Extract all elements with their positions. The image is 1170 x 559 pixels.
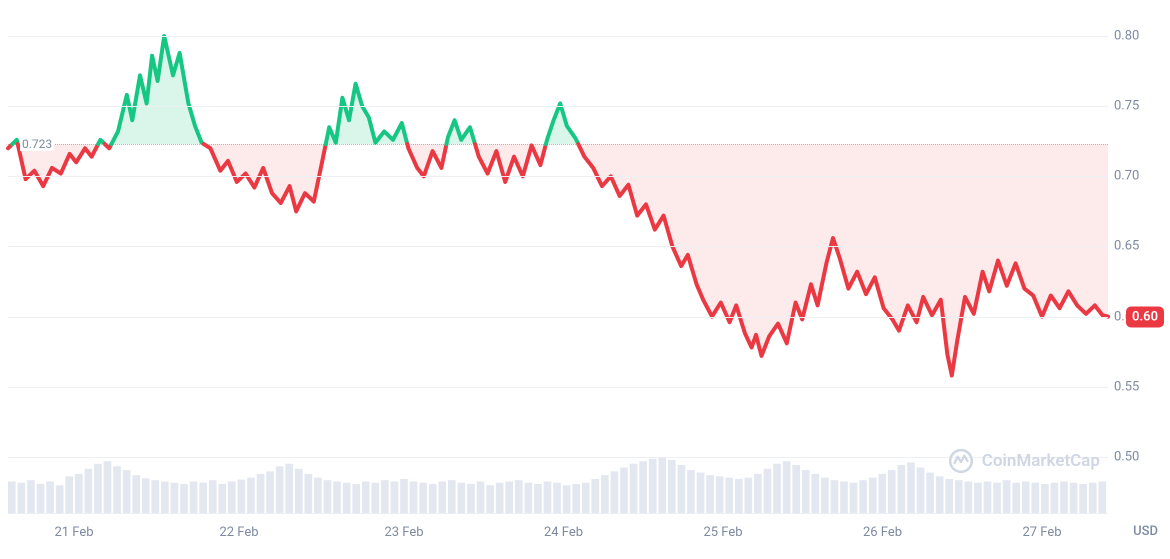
y-tick-label: 0.50 xyxy=(1114,449,1162,464)
baseline-label: 0.723 xyxy=(20,137,54,151)
gridline xyxy=(8,36,1108,37)
y-tick-label: 0.80 xyxy=(1114,29,1162,44)
x-tick-label: 27 Feb xyxy=(1022,525,1061,540)
coinmarketcap-icon xyxy=(948,448,974,474)
gridline xyxy=(8,176,1108,177)
currency-label: USD xyxy=(1133,524,1158,539)
watermark: CoinMarketCap xyxy=(948,448,1100,474)
gridline xyxy=(8,246,1108,247)
x-tick-label: 22 Feb xyxy=(219,525,258,540)
chart-svg xyxy=(8,8,1108,513)
watermark-text: CoinMarketCap xyxy=(982,451,1100,471)
y-tick-label: 0.65 xyxy=(1114,239,1162,254)
plot-area[interactable]: 0.500.550.600.650.700.750.800.7230.60 xyxy=(8,8,1108,514)
y-tick-label: 0.55 xyxy=(1114,379,1162,394)
baseline xyxy=(8,144,1108,145)
gridline xyxy=(8,106,1108,107)
x-tick-label: 26 Feb xyxy=(863,525,902,540)
current-price-badge: 0.60 xyxy=(1126,306,1164,327)
x-tick-label: 21 Feb xyxy=(54,525,93,540)
gridline xyxy=(8,317,1108,318)
x-tick-label: 24 Feb xyxy=(544,525,583,540)
x-axis: 21 Feb 22 Feb 23 Feb 24 Feb 25 Feb 26 Feb 27 F… xyxy=(8,519,1108,559)
y-tick-label: 0.70 xyxy=(1114,169,1162,184)
y-tick-label: 0.75 xyxy=(1114,99,1162,114)
x-tick-label: 25 Feb xyxy=(703,525,742,540)
gridline xyxy=(8,387,1108,388)
gridline xyxy=(8,457,1108,458)
x-tick-label: 23 Feb xyxy=(384,525,423,540)
price-chart: 0.500.550.600.650.700.750.800.7230.60 21… xyxy=(0,0,1170,559)
